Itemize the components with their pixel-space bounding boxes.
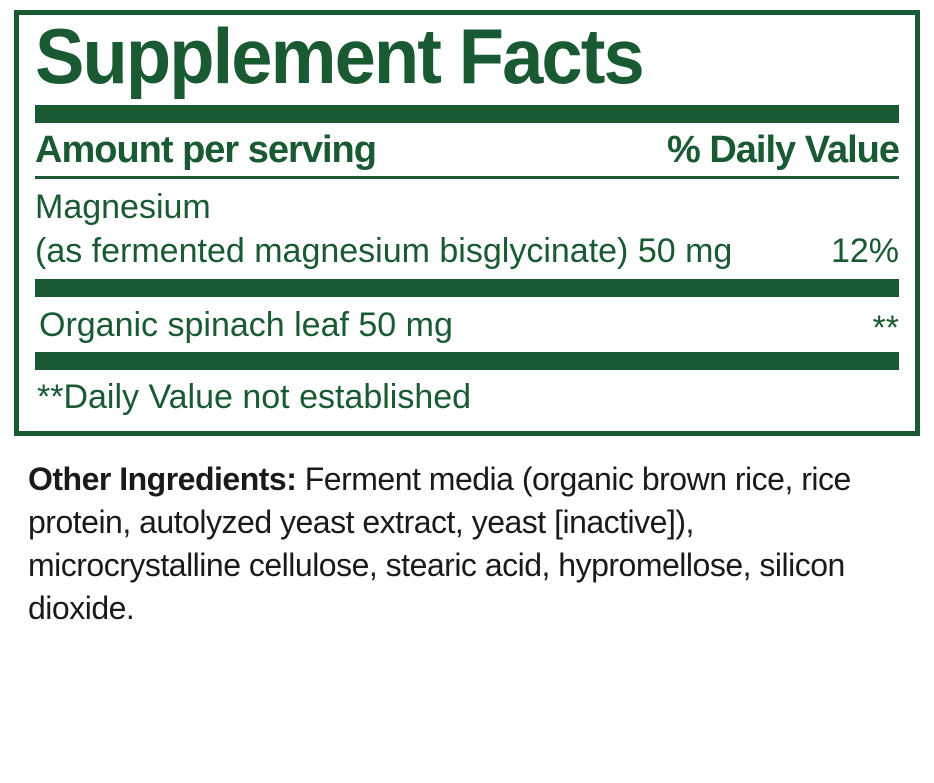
daily-value-label: % Daily Value xyxy=(667,129,899,172)
other-ingredients: Other Ingredients: Ferment media (organi… xyxy=(14,436,920,631)
supplement-facts-panel: Supplement Facts Amount per serving % Da… xyxy=(14,10,920,436)
nutrient-detail: Organic spinach leaf 50 mg xyxy=(35,303,453,347)
thick-rule xyxy=(35,279,899,297)
supplement-facts-container: Supplement Facts Amount per serving % Da… xyxy=(0,0,934,630)
nutrient-row: Magnesium (as fermented magnesium bisgly… xyxy=(35,179,899,279)
nutrient-row: Organic spinach leaf 50 mg ** xyxy=(35,297,899,351)
thick-rule xyxy=(35,105,899,123)
nutrient-name: Magnesium xyxy=(35,185,899,229)
amount-per-serving-label: Amount per serving xyxy=(35,129,376,172)
thick-rule xyxy=(35,352,899,370)
footnote: **Daily Value not established xyxy=(35,370,899,419)
nutrient-dv: ** xyxy=(873,309,899,348)
header-row: Amount per serving % Daily Value xyxy=(35,123,899,176)
other-ingredients-label: Other Ingredients: xyxy=(28,461,305,497)
panel-title: Supplement Facts xyxy=(35,15,856,105)
nutrient-detail: (as fermented magnesium bisglycinate) 50… xyxy=(35,229,732,273)
nutrient-dv: 12% xyxy=(831,232,899,271)
